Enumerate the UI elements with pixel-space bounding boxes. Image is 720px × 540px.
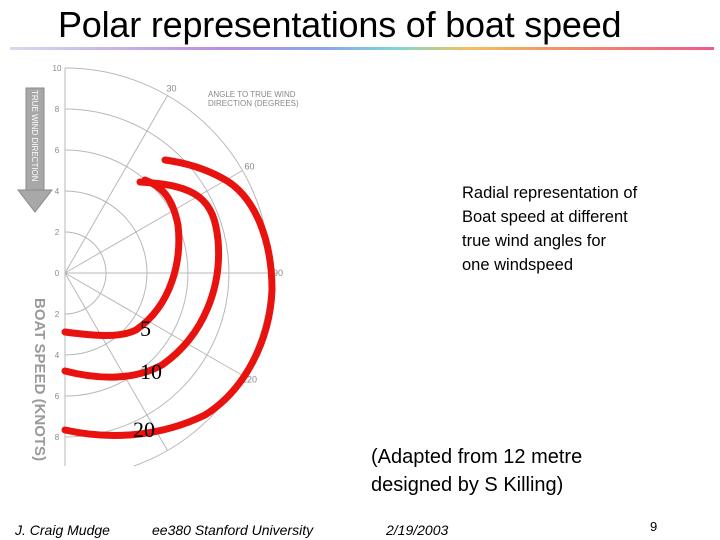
axis-title: BOAT SPEED (KNOTS)	[31, 298, 48, 461]
footer-date: 2/19/2003	[386, 522, 449, 538]
curve-label-10: 10	[140, 359, 162, 384]
curve-10-knots	[61, 178, 223, 381]
caption-line-3: true wind angles for	[462, 232, 606, 250]
radial-tick-label: 4	[55, 351, 60, 360]
radial-tick-label: 2	[55, 228, 60, 237]
page-number: 9	[650, 519, 658, 534]
radial-tick-label: 6	[55, 392, 60, 401]
radial-tick-label: 4	[55, 187, 60, 196]
footer-author: J. Craig Mudge	[15, 522, 110, 538]
grid-spoke	[64, 95, 168, 274]
curve-label-20: 20	[133, 417, 155, 442]
polar-diagram: 1086420246810 306090120160 TRUE WIND DIR…	[16, 64, 299, 466]
radial-tick-label: 8	[55, 433, 60, 442]
angle-caption-line-1: ANGLE TO TRUE WIND	[208, 90, 296, 99]
angle-tick-label: 90	[273, 268, 283, 278]
grid-spoke	[64, 170, 243, 274]
radial-tick-label: 10	[53, 64, 62, 73]
radial-tick-labels: 1086420246810	[53, 64, 62, 442]
angle-tick-label: 60	[244, 162, 254, 172]
speed-curves	[61, 156, 276, 439]
curve-5-knots	[61, 176, 183, 339]
source-note-line-2: designed by S Killing)	[371, 474, 564, 496]
radial-tick-label: 6	[55, 146, 60, 155]
wind-direction-label: TRUE WIND DIRECTION	[30, 90, 39, 182]
angle-tick-label: 120	[242, 375, 257, 385]
radial-tick-label: 0	[55, 269, 60, 278]
caption-line-1: Radial representation of	[462, 184, 638, 202]
curve-20-knots	[61, 156, 276, 439]
source-note-line-1: (Adapted from 12 metre	[371, 446, 583, 468]
angle-tick-labels: 306090120160	[166, 84, 283, 385]
radial-tick-label: 2	[55, 310, 60, 319]
grid-spoke	[64, 272, 168, 451]
caption-line-4: one windspeed	[462, 256, 574, 274]
grid-arc	[64, 67, 271, 466]
angle-tick-label: 30	[166, 84, 176, 94]
caption-text: Radial representation of Boat speed at d…	[462, 181, 702, 277]
footer-course: ee380 Stanford University	[152, 522, 314, 538]
source-note: (Adapted from 12 metre designed by S Kil…	[371, 443, 582, 499]
slide-title: Polar representations of boat speed	[58, 4, 622, 45]
curve-label-5: 5	[140, 316, 151, 341]
wind-direction-arrow: TRUE WIND DIRECTION	[16, 87, 54, 213]
polar-grid	[64, 67, 271, 466]
radial-tick-label: 8	[55, 105, 60, 114]
angle-caption-line-2: DIRECTION (DEGREES)	[208, 99, 299, 108]
grid-spoke	[64, 272, 243, 376]
title-underline	[10, 47, 714, 50]
caption-line-2: Boat speed at different	[462, 208, 628, 226]
